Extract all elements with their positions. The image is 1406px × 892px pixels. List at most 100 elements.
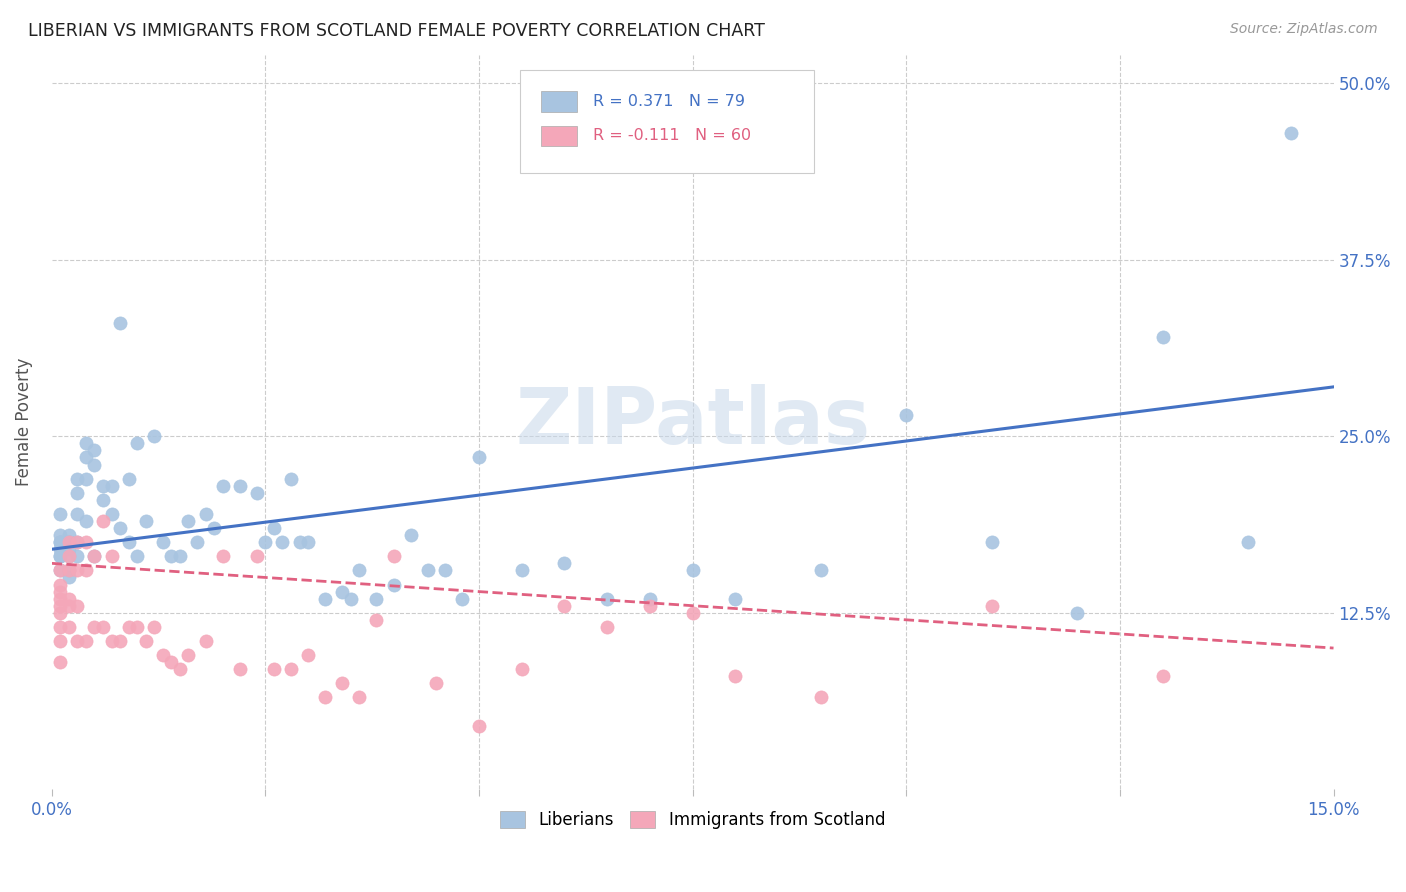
Point — [108, 634, 131, 648]
Point — [127, 549, 149, 564]
Point — [160, 655, 183, 669]
Point — [49, 542, 72, 557]
Point — [468, 450, 491, 465]
Point — [49, 634, 72, 648]
Point — [49, 563, 72, 577]
Point — [553, 599, 575, 613]
Point — [416, 563, 439, 577]
Point — [330, 676, 353, 690]
Point — [49, 549, 72, 564]
Point — [152, 648, 174, 662]
Point — [58, 563, 80, 577]
Point — [896, 408, 918, 422]
Text: ZIPatlas: ZIPatlas — [515, 384, 870, 460]
Point — [810, 690, 832, 705]
Point — [58, 563, 80, 577]
Point — [169, 662, 191, 676]
Point — [638, 599, 661, 613]
Point — [229, 662, 252, 676]
Point — [1152, 669, 1174, 683]
Point — [314, 591, 336, 606]
Point — [100, 549, 122, 564]
Point — [75, 535, 97, 549]
Point — [49, 606, 72, 620]
Point — [49, 563, 72, 577]
Point — [91, 514, 114, 528]
Point — [314, 690, 336, 705]
Point — [202, 521, 225, 535]
Point — [810, 563, 832, 577]
Point — [229, 479, 252, 493]
Point — [58, 535, 80, 549]
Point — [254, 535, 277, 549]
Y-axis label: Female Poverty: Female Poverty — [15, 358, 32, 486]
Point — [108, 521, 131, 535]
Point — [100, 507, 122, 521]
Point — [1066, 606, 1088, 620]
Point — [49, 535, 72, 549]
Point — [724, 591, 747, 606]
Point — [596, 591, 619, 606]
Point — [66, 535, 89, 549]
Point — [433, 563, 456, 577]
Point — [58, 535, 80, 549]
Point — [399, 528, 422, 542]
Point — [143, 620, 166, 634]
Point — [58, 535, 80, 549]
Point — [246, 485, 269, 500]
Point — [280, 662, 302, 676]
Point — [75, 450, 97, 465]
Point — [58, 528, 80, 542]
Point — [66, 549, 89, 564]
Text: R = -0.111   N = 60: R = -0.111 N = 60 — [593, 128, 751, 144]
Point — [194, 507, 217, 521]
Point — [143, 429, 166, 443]
Point — [58, 599, 80, 613]
Point — [724, 669, 747, 683]
Point — [510, 662, 533, 676]
Point — [246, 549, 269, 564]
Point — [49, 591, 72, 606]
Point — [638, 591, 661, 606]
Point — [66, 563, 89, 577]
Point — [75, 634, 97, 648]
Point — [366, 613, 388, 627]
Point — [58, 549, 80, 564]
Point — [263, 521, 285, 535]
Point — [288, 535, 311, 549]
Point — [280, 472, 302, 486]
Legend: Liberians, Immigrants from Scotland: Liberians, Immigrants from Scotland — [494, 805, 891, 836]
Point — [66, 535, 89, 549]
Point — [468, 719, 491, 733]
Text: LIBERIAN VS IMMIGRANTS FROM SCOTLAND FEMALE POVERTY CORRELATION CHART: LIBERIAN VS IMMIGRANTS FROM SCOTLAND FEM… — [28, 22, 765, 40]
Point — [66, 485, 89, 500]
Point — [58, 549, 80, 564]
Point — [75, 514, 97, 528]
Point — [980, 599, 1002, 613]
Point — [1237, 535, 1260, 549]
Point — [83, 549, 105, 564]
Point — [177, 648, 200, 662]
Point — [75, 472, 97, 486]
Point — [91, 620, 114, 634]
Point — [66, 634, 89, 648]
Point — [83, 443, 105, 458]
Point — [553, 557, 575, 571]
Point — [66, 472, 89, 486]
Point — [1279, 126, 1302, 140]
Point — [271, 535, 294, 549]
FancyBboxPatch shape — [520, 70, 814, 172]
Point — [100, 479, 122, 493]
Point — [83, 458, 105, 472]
Point — [118, 620, 141, 634]
Point — [211, 549, 233, 564]
Point — [186, 535, 208, 549]
Point — [49, 577, 72, 591]
Point — [49, 549, 72, 564]
Point — [127, 436, 149, 450]
Point — [1152, 330, 1174, 344]
Point — [118, 472, 141, 486]
Point — [75, 563, 97, 577]
Point — [91, 479, 114, 493]
Point — [100, 634, 122, 648]
